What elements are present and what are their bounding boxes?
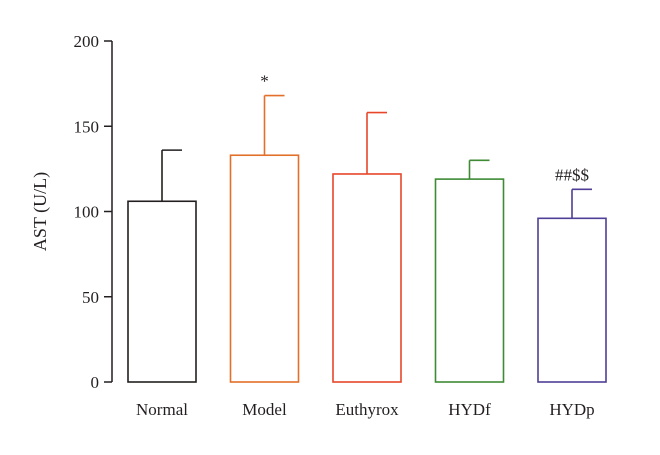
y-tick-label: 0 — [91, 373, 100, 392]
x-tick-label-normal: Normal — [136, 400, 188, 419]
significance-label-hydp: ##$$ — [555, 165, 589, 184]
x-tick-label-hydf: HYDf — [448, 400, 491, 419]
y-axis: 0 50 100 150 200 — [74, 32, 113, 392]
x-axis-labels: Normal Model Euthyrox HYDf HYDp — [136, 400, 595, 419]
y-tick-label: 50 — [82, 288, 99, 307]
bar-normal — [127, 200, 197, 383]
significance-label-model: * — [260, 72, 269, 91]
x-tick-label-model: Model — [242, 400, 287, 419]
x-tick-label-euthyrox: Euthyrox — [335, 400, 399, 419]
y-tick-label: 100 — [74, 203, 100, 222]
bar-hydp — [537, 217, 607, 383]
y-tick-label: 200 — [74, 32, 100, 51]
y-axis-label: AST (U/L) — [30, 172, 51, 251]
bar-model — [229, 154, 300, 383]
x-tick-label-hydp: HYDp — [549, 400, 594, 419]
bar-euthyrox — [332, 173, 402, 383]
bar-hydf — [434, 178, 505, 383]
y-tick-label: 150 — [74, 117, 100, 136]
bars: * ##$$ — [127, 72, 607, 383]
